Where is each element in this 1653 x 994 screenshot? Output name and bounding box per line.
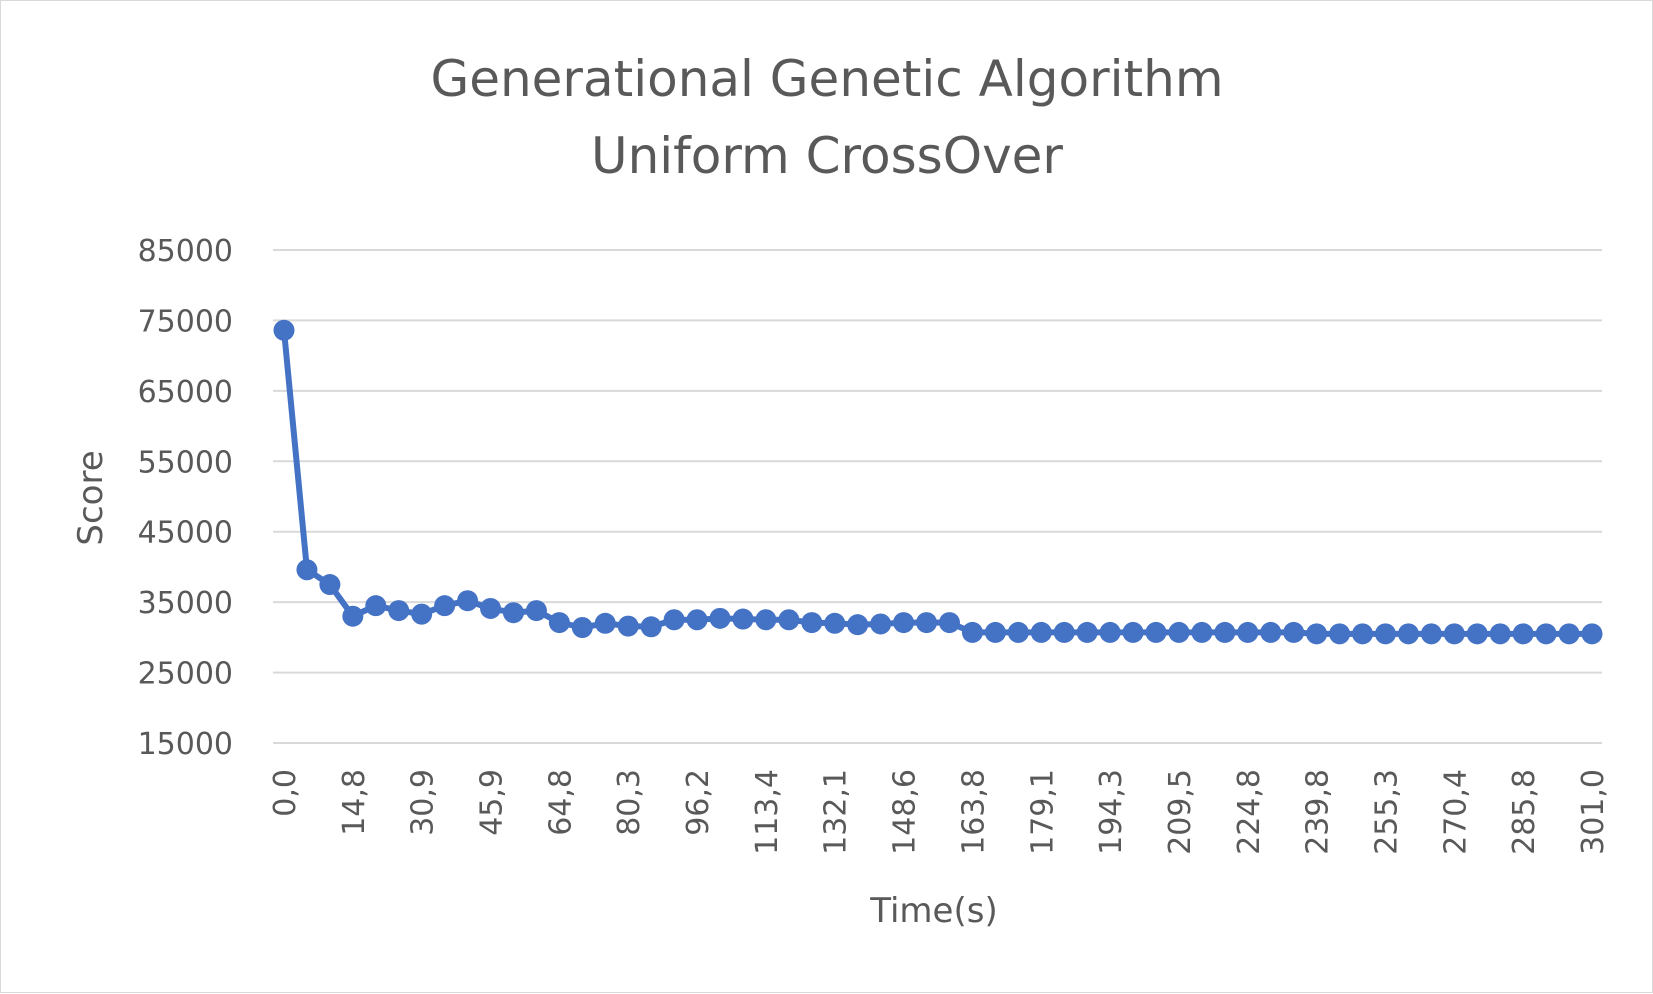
data-point	[1099, 621, 1121, 643]
data-point	[1512, 623, 1534, 645]
data-point	[388, 600, 410, 622]
x-tick-label: 194,3	[1094, 769, 1129, 855]
y-tick-label: 45000	[138, 516, 233, 551]
data-point	[961, 621, 983, 643]
x-tick-label: 0,0	[268, 769, 303, 817]
data-point	[617, 615, 639, 637]
data-point	[480, 597, 502, 619]
y-axis-title: Score	[71, 450, 111, 545]
data-point	[457, 590, 479, 612]
data-point	[1145, 621, 1167, 643]
data-point	[916, 612, 938, 634]
x-tick-label: 163,8	[956, 769, 991, 855]
x-tick-label: 209,5	[1163, 769, 1198, 855]
x-tick-label: 45,9	[475, 769, 510, 836]
x-tick-label: 301,0	[1576, 769, 1611, 855]
x-tick-label: 30,9	[406, 769, 441, 836]
x-tick-label: 113,4	[750, 769, 785, 855]
data-point	[755, 609, 777, 631]
x-tick-label: 239,8	[1301, 769, 1336, 855]
data-point	[1053, 621, 1075, 643]
data-point	[1374, 623, 1396, 645]
data-point	[640, 616, 662, 638]
chart-title-line-1: Generational Genetic Algorithm	[430, 50, 1223, 108]
x-tick-label: 14,8	[337, 769, 372, 836]
y-tick-label: 15000	[138, 727, 233, 762]
y-tick-label: 75000	[138, 304, 233, 339]
data-point	[342, 605, 364, 627]
data-point	[893, 612, 915, 634]
data-point	[778, 609, 800, 631]
y-tick-label: 35000	[138, 586, 233, 621]
y-tick-label: 55000	[138, 445, 233, 480]
gridlines	[273, 249, 1602, 744]
data-point	[525, 600, 547, 622]
data-point	[847, 614, 869, 636]
x-tick-label: 285,8	[1507, 769, 1542, 855]
data-point	[296, 559, 318, 581]
series-line	[281, 330, 1592, 637]
data-point	[686, 609, 708, 631]
x-tick-label: 255,3	[1369, 769, 1404, 855]
x-tick-label: 132,1	[819, 769, 854, 855]
data-point	[273, 319, 295, 341]
data-point	[1535, 623, 1557, 645]
data-point	[1466, 623, 1488, 645]
data-point	[1352, 623, 1374, 645]
data-point	[319, 574, 341, 596]
data-point	[1122, 621, 1144, 643]
x-tick-label: 179,1	[1025, 769, 1060, 855]
data-point	[1489, 623, 1511, 645]
data-point	[434, 595, 456, 617]
data-point	[1306, 623, 1328, 645]
data-point	[663, 609, 685, 631]
data-point	[1283, 621, 1305, 643]
data-point	[1443, 623, 1465, 645]
x-tick-label: 148,6	[888, 769, 923, 855]
data-point	[938, 612, 960, 634]
data-point	[365, 595, 387, 617]
data-point	[1397, 623, 1419, 645]
data-point	[824, 612, 846, 634]
data-point	[1168, 621, 1190, 643]
data-point	[801, 612, 823, 634]
data-point	[1329, 623, 1351, 645]
chart-title-line-2: Uniform CrossOver	[591, 127, 1063, 185]
x-axis-title: Time(s)	[869, 891, 997, 931]
data-point	[1420, 623, 1442, 645]
x-tick-label: 270,4	[1438, 769, 1473, 855]
data-point	[1558, 623, 1580, 645]
y-tick-label: 85000	[138, 234, 233, 269]
data-point	[732, 608, 754, 630]
y-tick-label: 25000	[138, 657, 233, 692]
x-tick-label: 64,8	[543, 769, 578, 836]
data-point	[571, 617, 593, 638]
data-point	[502, 602, 524, 624]
data-point	[594, 612, 616, 634]
data-point	[1214, 621, 1236, 643]
data-point	[1191, 621, 1213, 643]
x-tick-label: 80,3	[612, 769, 647, 836]
data-point	[1007, 621, 1029, 643]
data-point	[548, 612, 570, 634]
x-tick-label: 96,2	[681, 769, 716, 836]
data-point	[1260, 621, 1282, 643]
y-axis-tick-labels: 15000 25000 35000 45000 55000 65000 75000 85000	[138, 234, 233, 762]
x-tick-label: 224,8	[1232, 769, 1267, 855]
data-point	[1237, 621, 1259, 643]
data-point	[411, 603, 433, 625]
data-point	[1030, 621, 1052, 643]
data-point	[1076, 621, 1098, 643]
data-point	[984, 621, 1006, 643]
data-point	[870, 613, 892, 635]
y-tick-label: 65000	[138, 375, 233, 410]
x-axis-tick-labels: 0,0 14,8 30,9 45,9 64,8 80,3 96,2 113,4 132,1 148…	[268, 769, 1611, 855]
data-point	[1581, 623, 1603, 645]
series-score	[273, 319, 1603, 645]
data-point	[709, 607, 731, 629]
